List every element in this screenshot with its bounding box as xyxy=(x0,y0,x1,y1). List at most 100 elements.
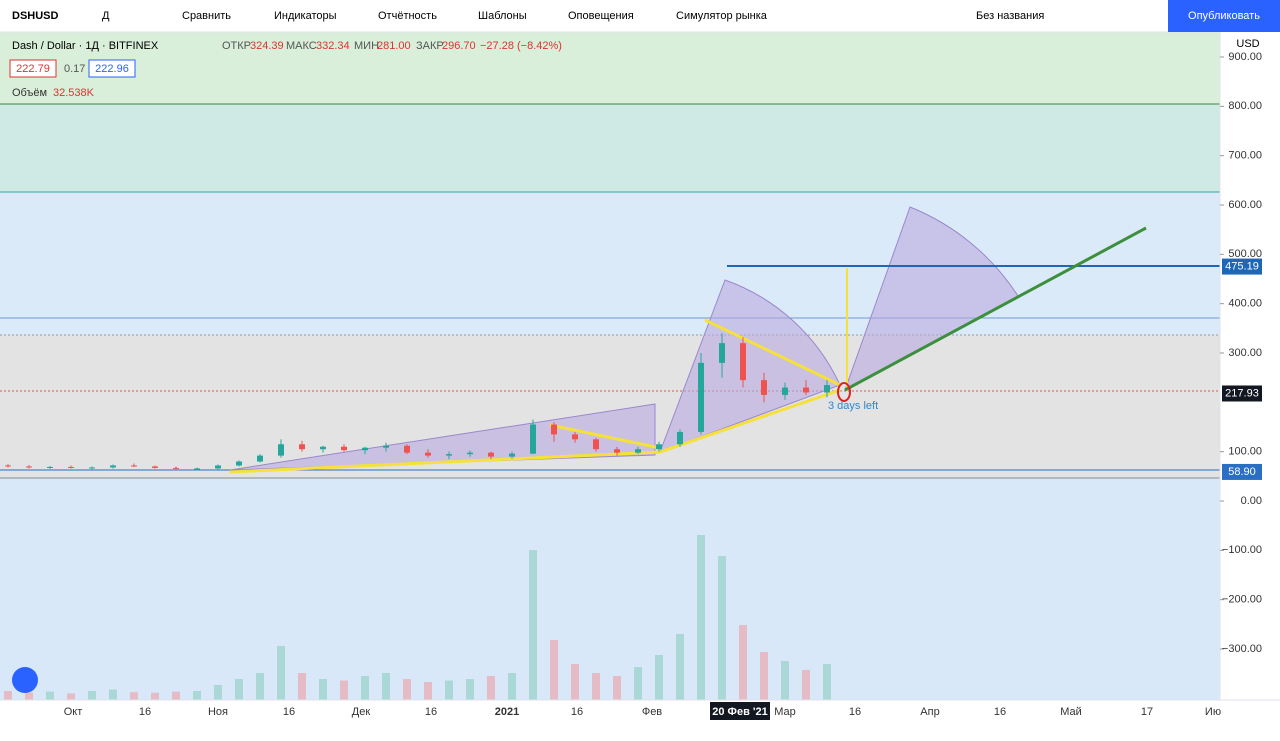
volume-bar xyxy=(592,673,600,700)
volume-bar xyxy=(67,693,75,700)
y-tick-label: −100.00 xyxy=(1222,544,1262,556)
symbol[interactable]: DSHUSD xyxy=(12,10,59,22)
volume-bar xyxy=(550,640,558,700)
x-tick-label: Ноя xyxy=(208,706,228,718)
y-tick-label: −200.00 xyxy=(1222,594,1262,606)
volume-bar xyxy=(88,691,96,700)
x-tick-label: Ию xyxy=(1205,706,1221,718)
candle-body xyxy=(89,467,95,469)
candle-body xyxy=(593,439,599,450)
x-tick-label: 16 xyxy=(994,706,1006,718)
volume-bar xyxy=(655,655,663,700)
y-tick-label: 400.00 xyxy=(1228,298,1262,310)
x-tick-label: Мар xyxy=(774,706,796,718)
legend-high-label: МАКС xyxy=(286,40,317,52)
candle-body xyxy=(761,380,767,395)
candle-body xyxy=(635,449,641,453)
price-label: 475.19 xyxy=(1225,260,1259,272)
volume-bar xyxy=(151,692,159,700)
volume-bar xyxy=(739,625,747,700)
volume-bar xyxy=(676,634,684,700)
publish-button[interactable]: Опубликовать xyxy=(1188,10,1260,22)
y-tick-label: 300.00 xyxy=(1228,347,1262,359)
y-tick-label: 500.00 xyxy=(1228,248,1262,260)
volume-bar xyxy=(130,692,138,700)
price-label: 58.90 xyxy=(1228,466,1256,478)
volume-bar xyxy=(403,679,411,700)
volume-value: 32.538K xyxy=(53,87,95,99)
volume-bar xyxy=(487,676,495,700)
toolbar-button[interactable]: Симулятор рынка xyxy=(676,10,768,22)
candle-body xyxy=(803,387,809,393)
legend-change: −27.28 (−8.42%) xyxy=(480,40,562,52)
volume-bar xyxy=(214,685,222,700)
volume-bar xyxy=(424,682,432,700)
spread: 0.17 xyxy=(64,63,85,75)
layout-name[interactable]: Без названия xyxy=(976,10,1044,22)
volume-bar xyxy=(277,646,285,700)
candle-body xyxy=(278,444,284,456)
candle-body xyxy=(194,468,200,470)
crosshair-date-box xyxy=(710,702,770,720)
legend-open-label: ОТКР xyxy=(222,40,251,52)
volume-bar xyxy=(697,535,705,700)
candle-body xyxy=(131,465,137,467)
y-tick-label: 100.00 xyxy=(1228,446,1262,458)
volume-bar xyxy=(802,670,810,700)
legend-low-label: МИН xyxy=(354,40,379,52)
toolbar-button[interactable]: Оповещения xyxy=(568,10,634,22)
candle-body xyxy=(215,465,221,469)
candle-body xyxy=(110,465,116,468)
candle-body xyxy=(446,454,452,456)
candle-body xyxy=(236,461,242,466)
candle-body xyxy=(152,466,158,468)
y-tick-label: 700.00 xyxy=(1228,150,1262,162)
x-tick-label: Дек xyxy=(352,706,371,718)
candle-body xyxy=(5,465,11,467)
x-tick-label: 16 xyxy=(283,706,295,718)
legend-title: Dash / Dollar · 1Д · BITFINEX xyxy=(12,40,159,52)
toolbar-button[interactable]: Индикаторы xyxy=(274,10,337,22)
volume-bar xyxy=(298,673,306,700)
legend-open: 324.39 xyxy=(250,40,284,52)
price-label: 217.93 xyxy=(1225,387,1259,399)
legend-high: 332.34 xyxy=(316,40,350,52)
candle-body xyxy=(740,343,746,381)
y-tick-label: 0.00 xyxy=(1241,495,1262,507)
toolbar-button[interactable]: Сравнить xyxy=(182,10,231,22)
x-tick-label: 17 xyxy=(1141,706,1153,718)
candle-body xyxy=(26,466,32,468)
x-tick-label: 16 xyxy=(425,706,437,718)
y-tick-label: 800.00 xyxy=(1228,100,1262,112)
candle-body xyxy=(47,466,53,468)
volume-bar xyxy=(193,691,201,700)
interval[interactable]: Д xyxy=(102,10,110,22)
volume-bar xyxy=(823,664,831,700)
candle-body xyxy=(782,387,788,395)
volume-bar xyxy=(340,680,348,700)
candle-body xyxy=(257,455,263,462)
volume-bar xyxy=(46,691,54,700)
x-tick-label: Май xyxy=(1060,706,1082,718)
toolbar-button[interactable]: Шаблоны xyxy=(478,10,527,22)
volume-bar xyxy=(760,652,768,700)
bid[interactable]: 222.79 xyxy=(16,63,50,75)
ask[interactable]: 222.96 xyxy=(95,63,129,75)
candle-body xyxy=(509,453,515,457)
volume-bar xyxy=(361,676,369,700)
candle-body xyxy=(404,445,410,453)
x-tick-label: 16 xyxy=(849,706,861,718)
legend-close-label: ЗАКР xyxy=(416,40,444,52)
volume-bar xyxy=(571,664,579,700)
toolbar-button[interactable]: Отчётность xyxy=(378,10,437,22)
candle-body xyxy=(383,445,389,448)
volume-bar xyxy=(718,556,726,700)
candle-body xyxy=(362,447,368,451)
candle-body xyxy=(824,385,830,393)
x-tick-label: Окт xyxy=(64,706,83,718)
volume-bar xyxy=(256,673,264,700)
candle-body xyxy=(551,424,557,435)
price-label-box xyxy=(1222,385,1262,402)
volume-bar xyxy=(25,692,33,700)
